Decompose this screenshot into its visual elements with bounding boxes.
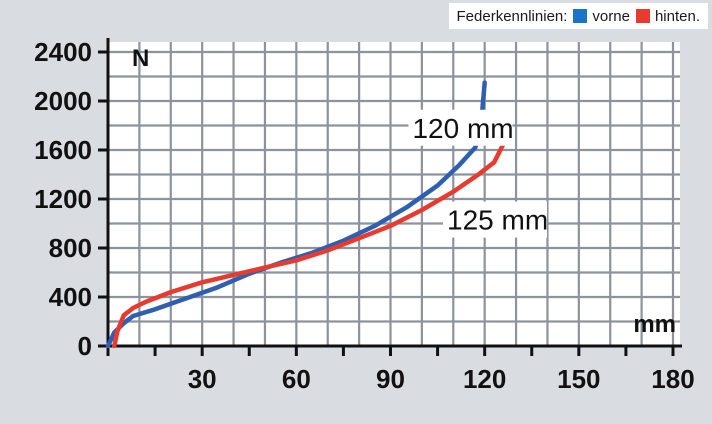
y-tick-labels: 0 400 800 1200 1600 2000 2400	[34, 37, 108, 361]
y-tick-label: 1200	[34, 184, 92, 214]
y-tick-label: 0	[78, 331, 92, 361]
series-line-vorne	[105, 80, 487, 349]
x-axis-label: mm	[633, 311, 676, 338]
y-tick-label: 1600	[34, 135, 92, 165]
annotation-background	[443, 201, 547, 238]
annotation-background	[408, 109, 513, 146]
series-lines	[105, 80, 513, 349]
legend-label-hinten: hinten.	[654, 7, 700, 25]
y-tick-label: 2400	[34, 37, 92, 67]
y-axis-label: N	[132, 45, 149, 72]
x-tick-label: 90	[376, 364, 405, 394]
annotation-label-1: 120 mm	[412, 113, 513, 144]
plot-background	[108, 42, 680, 346]
legend-label-vorne: vorne	[592, 7, 630, 25]
x-tick-label: 60	[282, 364, 311, 394]
x-tick-label: 180	[651, 364, 694, 394]
y-tick-label: 400	[49, 282, 92, 312]
legend: Federkennlinien: vorne hinten.	[448, 3, 708, 29]
series-line-hinten	[112, 123, 513, 349]
x-tick-label: 30	[188, 364, 217, 394]
grid	[106, 42, 680, 348]
annotations: 120 mm 125 mm	[408, 109, 548, 238]
y-tick-label: 2000	[34, 86, 92, 116]
annotation-label-2: 125 mm	[447, 205, 548, 236]
x-tick-label: 150	[557, 364, 600, 394]
legend-swatch-hinten	[635, 9, 650, 23]
y-tick-label: 800	[49, 233, 92, 263]
x-tick-labels: 30 60 90 120 150 180	[153, 346, 695, 394]
legend-title: Federkennlinien:	[456, 7, 568, 25]
legend-swatch-vorne	[573, 9, 588, 23]
x-tick-label: 120	[463, 364, 506, 394]
